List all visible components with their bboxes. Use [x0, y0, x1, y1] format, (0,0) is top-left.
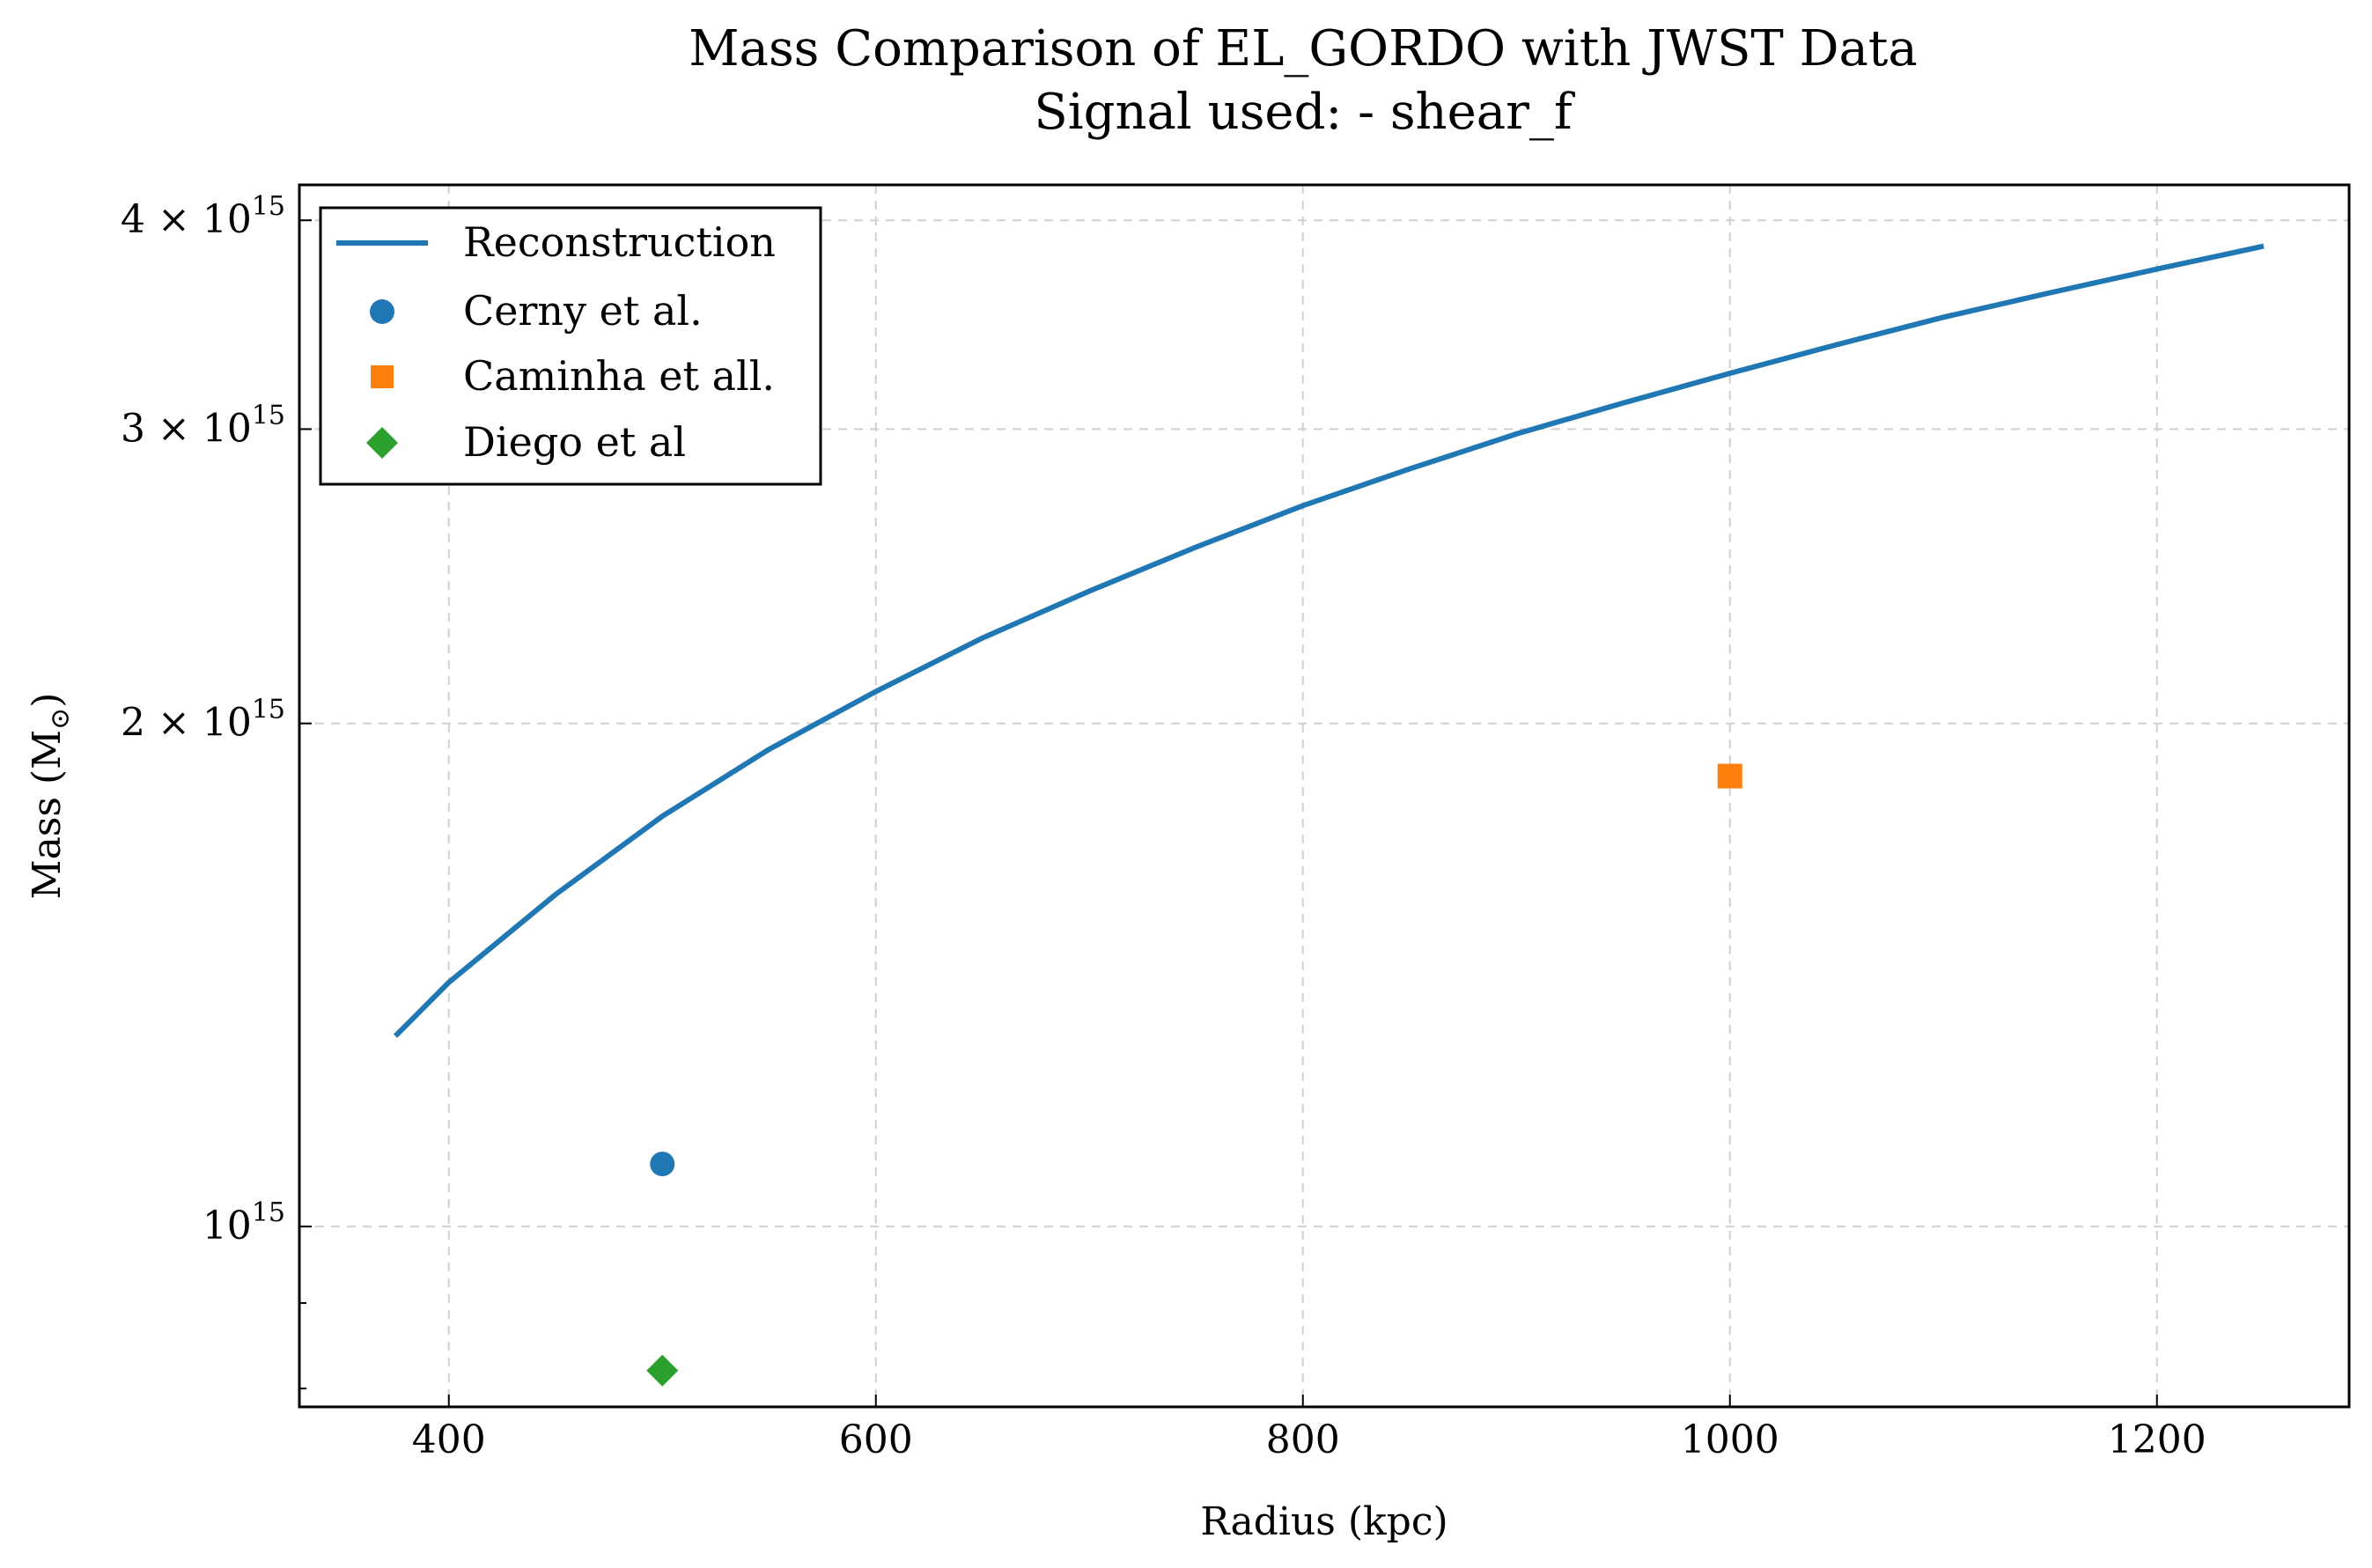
legend-label-caminha: Caminha et all.	[463, 352, 775, 400]
y-tick-label: 3 × 1015	[121, 400, 285, 451]
plot-area-frame	[298, 183, 2351, 1409]
x-tick-label: 400	[412, 1417, 486, 1462]
x-tick-label: 600	[839, 1417, 913, 1462]
x-tick-label: 800	[1266, 1417, 1340, 1462]
legend: Reconstruction Cerny et al. Caminha et a…	[319, 206, 822, 486]
data-point-caminha	[1717, 763, 1742, 789]
y-tick-label: 2 × 1015	[121, 695, 285, 746]
legend-label-cerny: Cerny et al.	[463, 287, 703, 335]
x-tick-label: 1200	[2108, 1417, 2206, 1462]
plot-series	[393, 243, 2265, 1387]
legend-marker-caminha	[371, 365, 394, 388]
y-axis-label-subscript: ⊙	[45, 708, 76, 730]
axis-ticks: 400 600 800 1000 1200 1015 2 × 1015 3 × 1015 4 ×…	[121, 191, 2206, 1462]
x-axis-label: Radius (kpc)	[1200, 1499, 1448, 1544]
legend-marker-diego	[366, 427, 398, 459]
legend-label-diego: Diego et al	[463, 418, 686, 466]
data-point-cerny	[650, 1152, 675, 1177]
y-tick-label: 1015	[203, 1197, 285, 1248]
y-tick-label: 4 × 1015	[121, 191, 285, 242]
legend-box	[319, 206, 822, 486]
reconstruction-line	[393, 243, 2265, 1038]
legend-label-reconstruction: Reconstruction	[463, 218, 776, 266]
y-axis-label: Mass (M⊙)	[25, 693, 76, 900]
legend-marker-cerny	[370, 299, 394, 324]
chart-subtitle: Signal used: - shear_f	[1034, 84, 1576, 141]
data-point-diego	[646, 1354, 679, 1387]
chart-title: Mass Comparison of EL_GORDO with JWST Da…	[689, 20, 1918, 77]
x-tick-label: 1000	[1681, 1417, 1779, 1462]
